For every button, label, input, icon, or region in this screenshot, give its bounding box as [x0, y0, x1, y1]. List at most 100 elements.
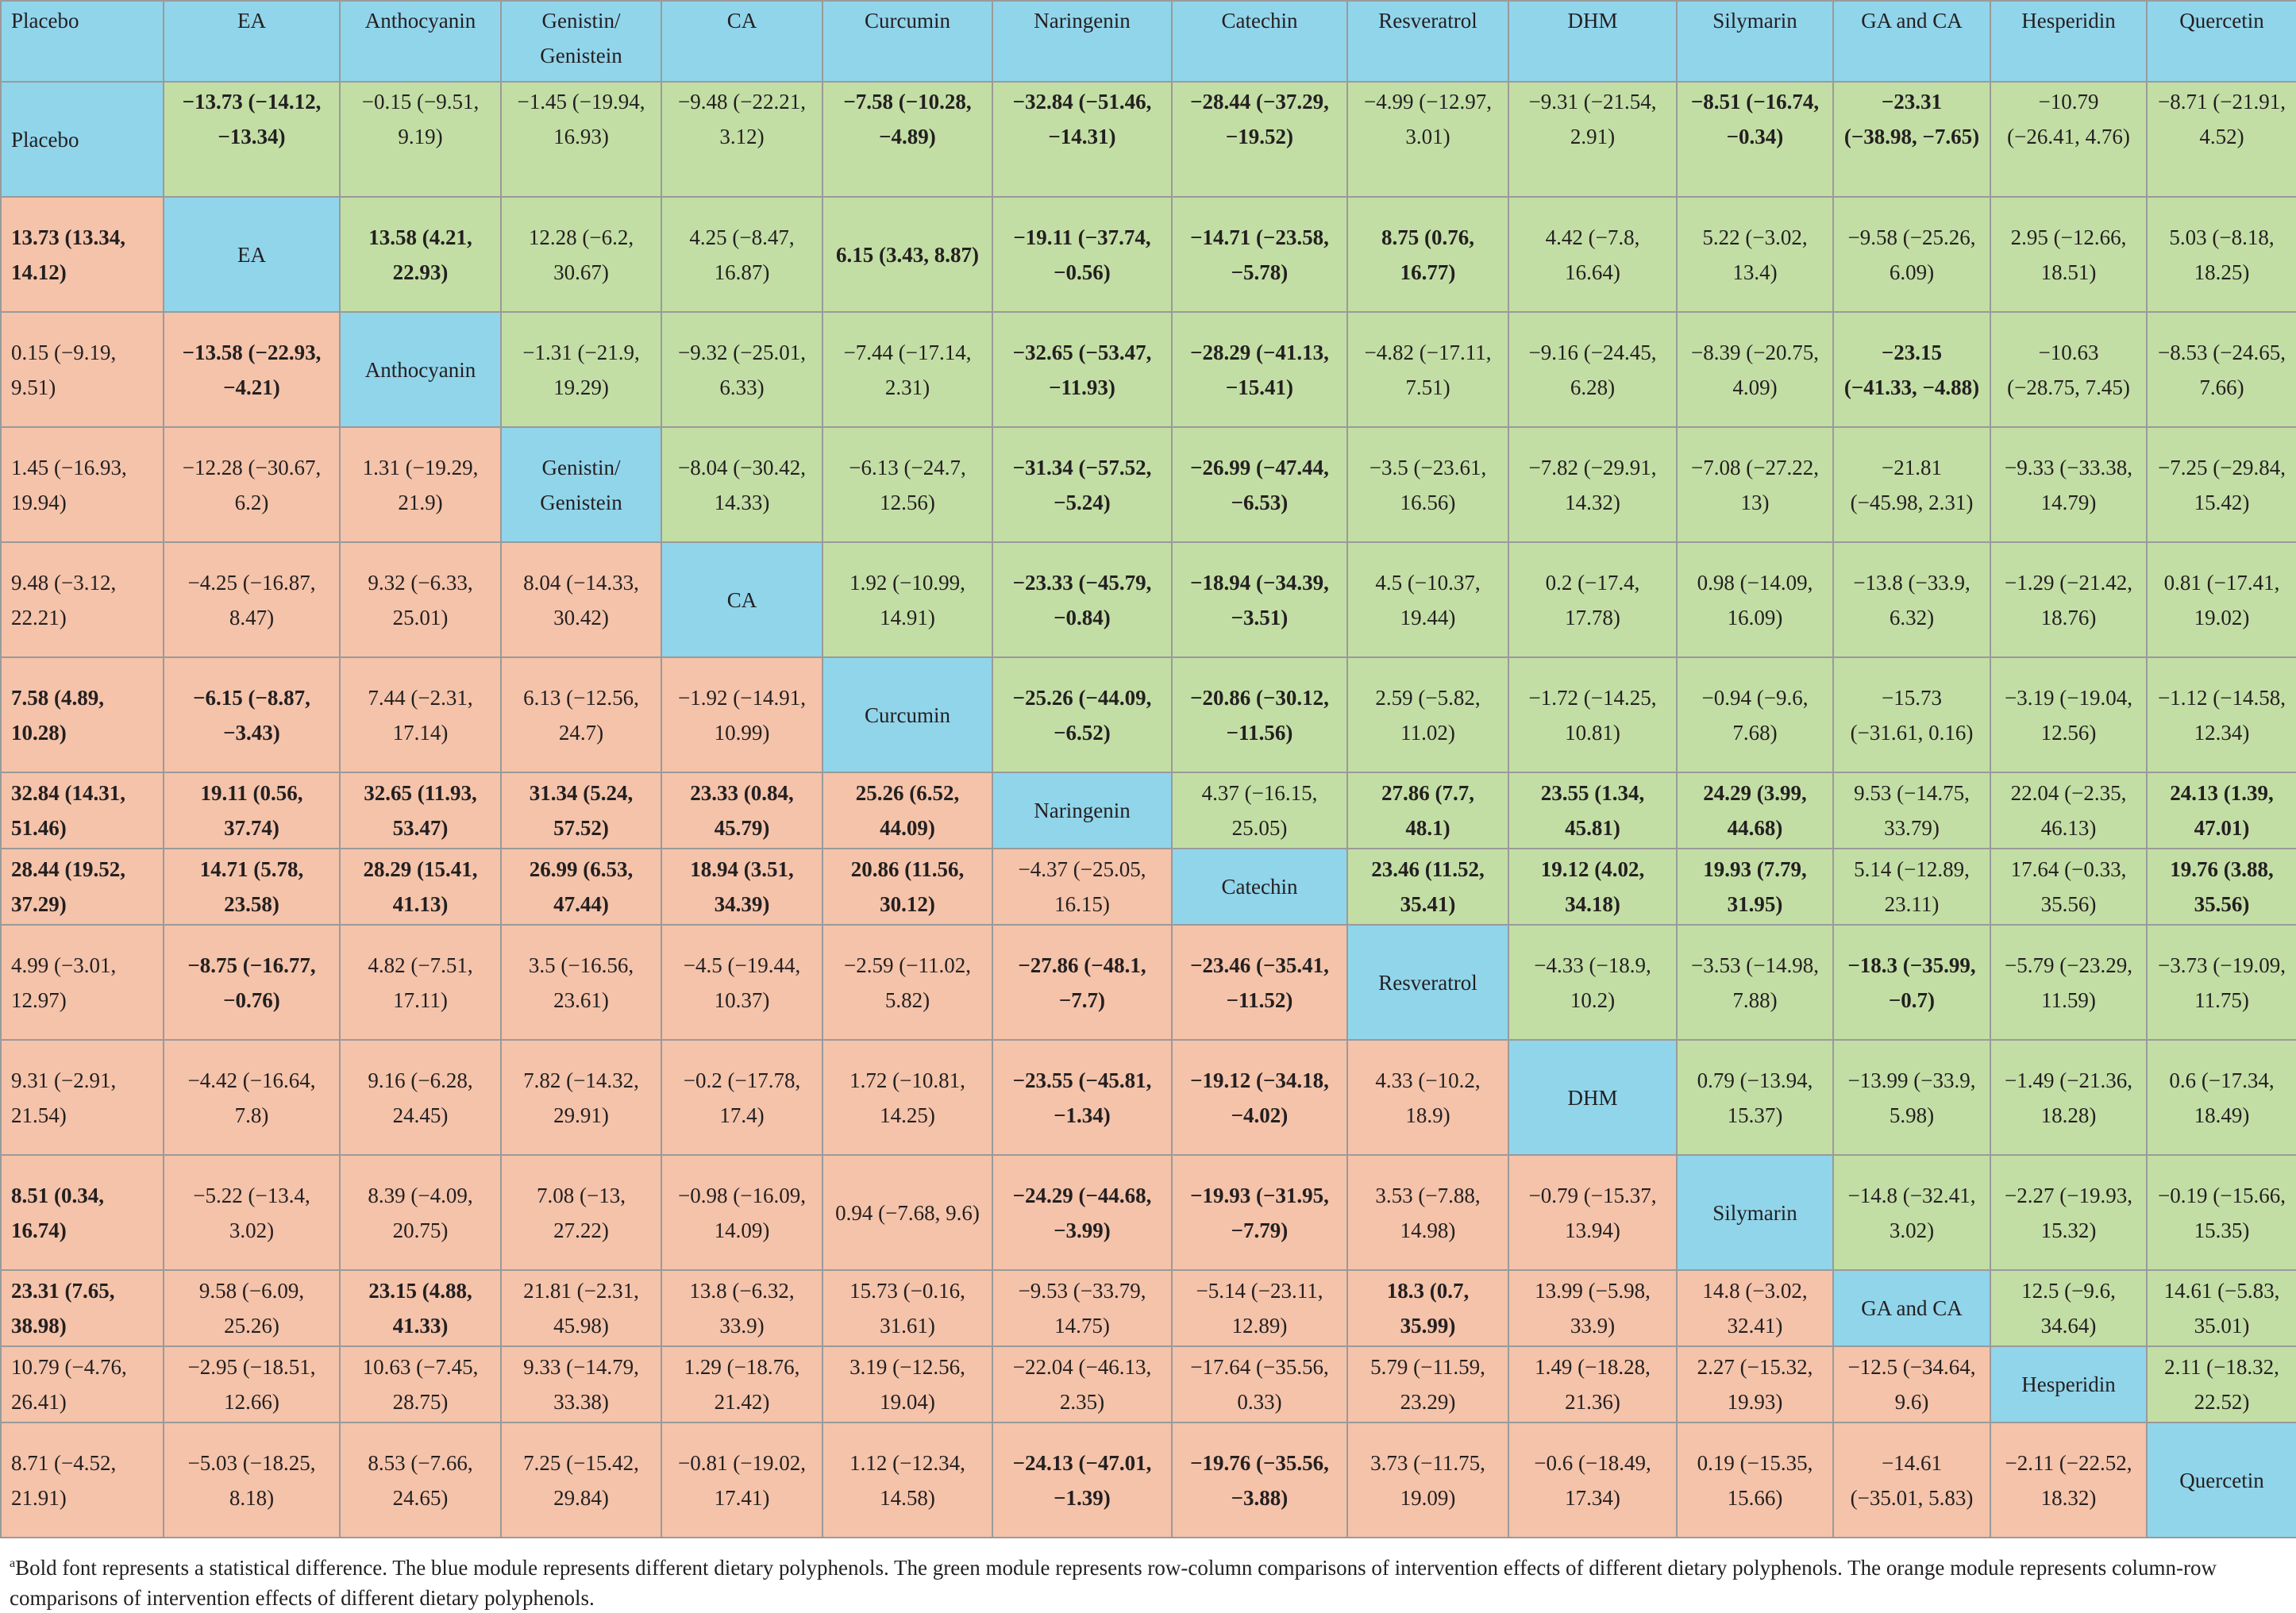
comparison-cell: −1.29 (−21.42, 18.76): [1990, 541, 2148, 658]
comparison-cell: −20.86 (−30.12, −11.56): [1171, 656, 1348, 773]
comparison-cell: −24.13 (−47.01, −1.39): [992, 1422, 1173, 1538]
comparison-cell: −7.25 (−29.84, 15.42): [2146, 426, 2296, 543]
comparison-cell: −28.29 (−41.13, −15.41): [1171, 311, 1348, 428]
table-row: 9.48 (−3.12, 22.21) −4.25 (−16.87, 8.47) 9…: [0, 541, 2296, 658]
comparison-cell: −8.51 (−16.74, −0.34): [1676, 81, 1834, 198]
comparison-cell: 1.72 (−10.81, 14.25): [822, 1039, 993, 1156]
comparison-cell: −8.04 (−30.42, 14.33): [661, 426, 823, 543]
comparison-cell: 23.31 (7.65, 38.98): [0, 1269, 164, 1347]
row-header-cell: Silymarin: [1676, 1154, 1834, 1271]
comparison-cell: 10.79 (−4.76, 26.41): [0, 1345, 164, 1423]
comparison-cell: −2.95 (−18.51, 12.66): [163, 1345, 341, 1423]
comparison-cell: −4.33 (−18.9, 10.2): [1508, 924, 1678, 1041]
comparison-cell: 7.25 (−15.42, 29.84): [500, 1422, 662, 1538]
row-header-cell: Catechin: [1171, 848, 1348, 926]
comparison-cell: −9.31 (−21.54, 2.91): [1508, 81, 1678, 198]
comparison-cell: −2.11 (−22.52, 18.32): [1990, 1422, 2148, 1538]
comparison-cell: 17.64 (−0.33, 35.56): [1990, 848, 2148, 926]
comparison-cell: 13.58 (4.21, 22.93): [339, 196, 502, 313]
comparison-cell: 24.13 (1.39, 47.01): [2146, 772, 2296, 849]
comparison-cell: −7.44 (−17.14, 2.31): [822, 311, 993, 428]
table-row: 9.31 (−2.91, 21.54) −4.42 (−16.64, 7.8) 9.…: [0, 1039, 2296, 1156]
comparison-cell: −23.33 (−45.79, −0.84): [992, 541, 1173, 658]
comparison-cell: −2.59 (−11.02, 5.82): [822, 924, 993, 1041]
comparison-cell: −4.25 (−16.87, 8.47): [163, 541, 341, 658]
comparison-cell: 12.28 (−6.2, 30.67): [500, 196, 662, 313]
comparison-cell: −23.55 (−45.81, −1.34): [992, 1039, 1173, 1156]
comparison-cell: 8.71 (−4.52, 21.91): [0, 1422, 164, 1538]
comparison-cell: −18.3 (−35.99, −0.7): [1832, 924, 1991, 1041]
comparison-cell: 5.14 (−12.89, 23.11): [1832, 848, 1991, 926]
comparison-cell: 10.63 (−7.45, 28.75): [339, 1345, 502, 1423]
comparison-cell: −7.82 (−29.91, 14.32): [1508, 426, 1678, 543]
comparison-cell: 9.32 (−6.33, 25.01): [339, 541, 502, 658]
row-header-cell: CA: [661, 541, 823, 658]
comparison-cell: 23.33 (0.84, 45.79): [661, 772, 823, 849]
table-row: 4.99 (−3.01, 12.97) −8.75 (−16.77, −0.76)…: [0, 924, 2296, 1041]
comparison-cell: −19.12 (−34.18, −4.02): [1171, 1039, 1348, 1156]
comparison-cell: 7.58 (4.89, 10.28): [0, 656, 164, 773]
comparison-cell: 19.93 (7.79, 31.95): [1676, 848, 1834, 926]
column-header: Curcumin: [822, 0, 993, 83]
comparison-cell: −0.6 (−18.49, 17.34): [1508, 1422, 1678, 1538]
comparison-cell: −14.71 (−23.58, −5.78): [1171, 196, 1348, 313]
comparison-cell: −10.63 (−28.75, 7.45): [1990, 311, 2148, 428]
comparison-cell: −7.08 (−27.22, 13): [1676, 426, 1834, 543]
comparison-cell: 3.53 (−7.88, 14.98): [1346, 1154, 1509, 1271]
comparison-cell: −13.8 (−33.9, 6.32): [1832, 541, 1991, 658]
comparison-cell: −2.27 (−19.93, 15.32): [1990, 1154, 2148, 1271]
comparison-cell: 20.86 (11.56, 30.12): [822, 848, 993, 926]
comparison-cell: −9.33 (−33.38, 14.79): [1990, 426, 2148, 543]
header-row: Placebo EA Anthocyanin Genistin/ Geniste…: [0, 0, 2296, 83]
comparison-cell: −15.73 (−31.61, 0.16): [1832, 656, 1991, 773]
table-row: 10.79 (−4.76, 26.41) −2.95 (−18.51, 12.66…: [0, 1345, 2296, 1423]
row-header-cell: GA and CA: [1832, 1269, 1991, 1347]
comparison-cell: 8.53 (−7.66, 24.65): [339, 1422, 502, 1538]
comparison-cell: −23.15 (−41.33, −4.88): [1832, 311, 1991, 428]
comparison-cell: −9.58 (−25.26, 6.09): [1832, 196, 1991, 313]
comparison-cell: 19.11 (0.56, 37.74): [163, 772, 341, 849]
comparison-cell: 24.29 (3.99, 44.68): [1676, 772, 1834, 849]
comparison-cell: 9.58 (−6.09, 25.26): [163, 1269, 341, 1347]
comparison-cell: −9.16 (−24.45, 6.28): [1508, 311, 1678, 428]
table-row: Placebo −13.73 (−14.12, −13.34) −0.15 (−9.…: [0, 81, 2296, 198]
comparison-cell: 8.39 (−4.09, 20.75): [339, 1154, 502, 1271]
comparison-cell: 12.5 (−9.6, 34.64): [1990, 1269, 2148, 1347]
comparison-cell: 22.04 (−2.35, 46.13): [1990, 772, 2148, 849]
comparison-cell: 1.49 (−18.28, 21.36): [1508, 1345, 1678, 1423]
comparison-cell: 0.94 (−7.68, 9.6): [822, 1154, 993, 1271]
comparison-cell: 8.75 (0.76, 16.77): [1346, 196, 1509, 313]
comparison-cell: 4.5 (−10.37, 19.44): [1346, 541, 1509, 658]
comparison-cell: 23.55 (1.34, 45.81): [1508, 772, 1678, 849]
comparison-cell: 31.34 (5.24, 57.52): [500, 772, 662, 849]
comparison-cell: 7.44 (−2.31, 17.14): [339, 656, 502, 773]
comparison-cell: −8.71 (−21.91, 4.52): [2146, 81, 2296, 198]
comparison-cell: 0.6 (−17.34, 18.49): [2146, 1039, 2296, 1156]
comparison-cell: −1.92 (−14.91, 10.99): [661, 656, 823, 773]
comparison-cell: −4.99 (−12.97, 3.01): [1346, 81, 1509, 198]
comparison-cell: 3.73 (−11.75, 19.09): [1346, 1422, 1509, 1538]
comparison-cell: −5.79 (−23.29, 11.59): [1990, 924, 2148, 1041]
comparison-cell: −26.99 (−47.44, −6.53): [1171, 426, 1348, 543]
comparison-cell: −1.31 (−21.9, 19.29): [500, 311, 662, 428]
comparison-cell: 8.04 (−14.33, 30.42): [500, 541, 662, 658]
row-header-cell: Genistin/ Genistein: [500, 426, 662, 543]
column-header: Silymarin: [1676, 0, 1834, 83]
comparison-cell: 23.15 (4.88, 41.33): [339, 1269, 502, 1347]
comparison-cell: 3.19 (−12.56, 19.04): [822, 1345, 993, 1423]
comparison-cell: 5.03 (−8.18, 18.25): [2146, 196, 2296, 313]
comparison-cell: 14.8 (−3.02, 32.41): [1676, 1269, 1834, 1347]
comparison-cell: 1.12 (−12.34, 14.58): [822, 1422, 993, 1538]
comparison-cell: 4.99 (−3.01, 12.97): [0, 924, 164, 1041]
column-header: GA and CA: [1832, 0, 1991, 83]
row-header-cell: Naringenin: [992, 772, 1173, 849]
comparison-cell: 9.48 (−3.12, 22.21): [0, 541, 164, 658]
comparison-cell: 9.53 (−14.75, 33.79): [1832, 772, 1991, 849]
column-header: Catechin: [1171, 0, 1348, 83]
comparison-cell: 25.26 (6.52, 44.09): [822, 772, 993, 849]
comparison-cell: −3.19 (−19.04, 12.56): [1990, 656, 2148, 773]
comparison-cell: −25.26 (−44.09, −6.52): [992, 656, 1173, 773]
comparison-cell: 6.15 (3.43, 8.87): [822, 196, 993, 313]
comparison-cell: −5.22 (−13.4, 3.02): [163, 1154, 341, 1271]
table-body: Placebo EA Anthocyanin Genistin/ Geniste…: [0, 0, 2296, 1538]
